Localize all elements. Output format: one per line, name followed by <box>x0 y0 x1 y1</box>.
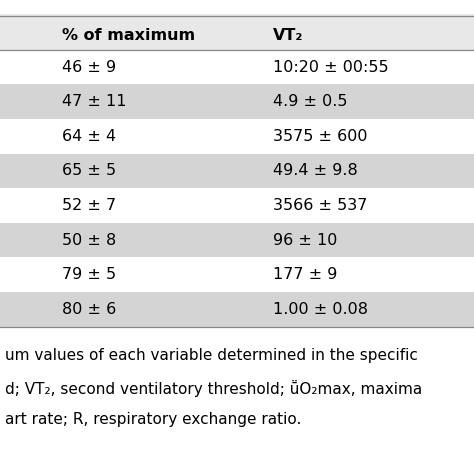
Text: 96 ± 10: 96 ± 10 <box>273 233 337 247</box>
Text: 52 ± 7: 52 ± 7 <box>62 198 116 213</box>
Text: um values of each variable determined in the specific: um values of each variable determined in… <box>5 348 418 363</box>
Text: 3575 ± 600: 3575 ± 600 <box>273 129 367 144</box>
Bar <box>0 292 474 327</box>
Text: % of maximum: % of maximum <box>62 28 195 43</box>
Text: art rate; R, respiratory exchange ratio.: art rate; R, respiratory exchange ratio. <box>5 412 301 428</box>
Text: 47 ± 11: 47 ± 11 <box>62 94 126 109</box>
Text: 80 ± 6: 80 ± 6 <box>62 302 116 317</box>
Text: 10:20 ± 00:55: 10:20 ± 00:55 <box>273 60 388 74</box>
Text: 65 ± 5: 65 ± 5 <box>62 164 116 178</box>
Text: 49.4 ± 9.8: 49.4 ± 9.8 <box>273 164 357 178</box>
Bar <box>0 84 474 119</box>
Text: 79 ± 5: 79 ± 5 <box>62 267 116 282</box>
Bar <box>0 223 474 257</box>
Text: 64 ± 4: 64 ± 4 <box>62 129 116 144</box>
Text: 4.9 ± 0.5: 4.9 ± 0.5 <box>273 94 347 109</box>
Text: d; VT₂, second ventilatory threshold; ṻO₂max, maxima: d; VT₂, second ventilatory threshold; ṻO… <box>5 380 422 397</box>
Text: VT₂: VT₂ <box>273 28 303 43</box>
Bar <box>0 154 474 188</box>
Text: 46 ± 9: 46 ± 9 <box>62 60 116 74</box>
Bar <box>0 14 474 50</box>
Text: 1.00 ± 0.08: 1.00 ± 0.08 <box>273 302 367 317</box>
Text: 50 ± 8: 50 ± 8 <box>62 233 116 247</box>
Text: 177 ± 9: 177 ± 9 <box>273 267 337 282</box>
Text: 3566 ± 537: 3566 ± 537 <box>273 198 367 213</box>
